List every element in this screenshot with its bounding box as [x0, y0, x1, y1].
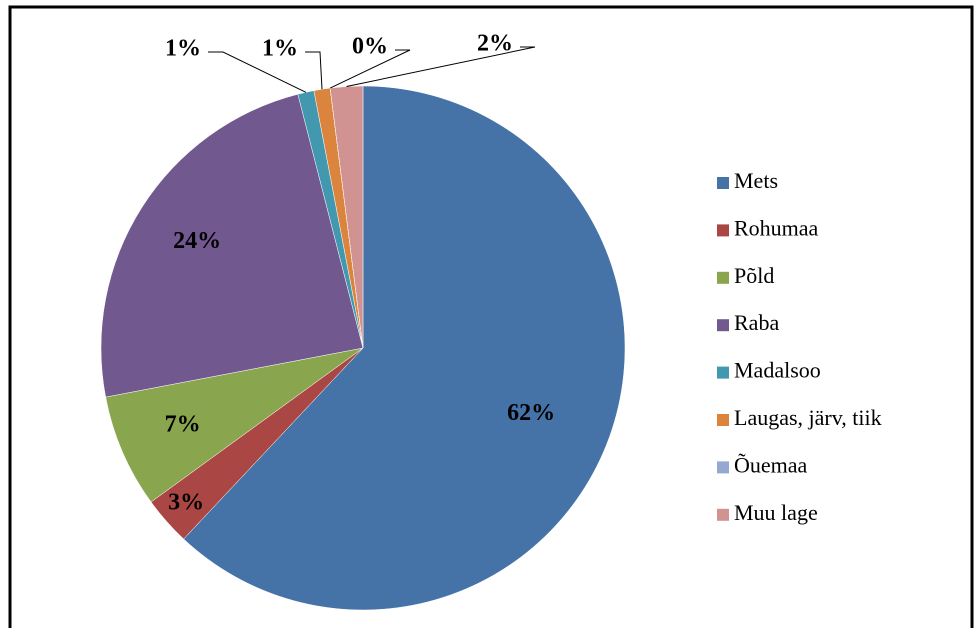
data-label: 1%	[165, 36, 201, 62]
legend-swatch	[717, 177, 729, 189]
data-label: 7%	[165, 412, 201, 438]
legend-swatch	[717, 508, 729, 521]
legend-label: Muu lage	[734, 500, 818, 525]
leader-line	[208, 51, 307, 93]
data-label: 24%	[173, 228, 221, 254]
data-label: 3%	[168, 489, 204, 515]
data-label: 0%	[352, 34, 388, 60]
data-label: 2%	[477, 31, 513, 57]
legend-swatch	[717, 366, 729, 379]
data-label: 62%	[507, 400, 555, 426]
legend-swatch	[717, 271, 729, 284]
legend-label: Rohumaa	[734, 215, 819, 240]
pie-slice	[100, 93, 364, 398]
legend-label: Mets	[734, 168, 778, 193]
legend-label: Madalsoo	[734, 358, 821, 383]
legend-swatch	[717, 414, 729, 426]
data-label: 1%	[262, 36, 298, 62]
legend-swatch	[717, 319, 729, 332]
pie-slice	[183, 85, 626, 611]
legend-label: Õuemaa	[734, 452, 808, 477]
leader-line	[346, 46, 536, 88]
leader-line	[329, 49, 411, 89]
legend-swatch	[717, 461, 729, 474]
legend-swatch	[717, 224, 729, 237]
legend-label: Laugas, järv, tiik	[734, 405, 882, 430]
legend-label: Raba	[734, 310, 779, 335]
leader-line	[305, 51, 323, 90]
pie-slice	[105, 347, 364, 503]
legend-label: Põld	[734, 263, 774, 288]
